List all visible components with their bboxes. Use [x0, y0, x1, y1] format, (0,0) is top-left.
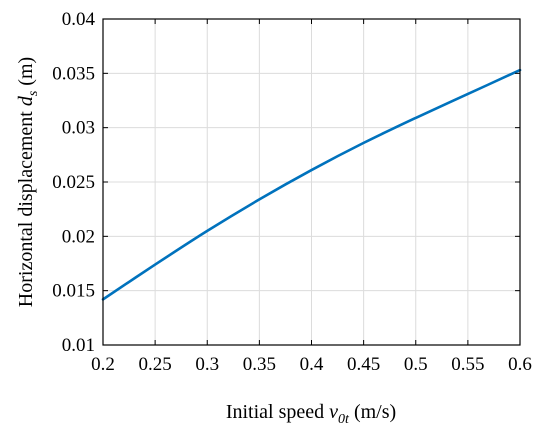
y-tick-label: 0.04	[62, 9, 96, 30]
x-tick-label: 0.2	[91, 354, 115, 375]
x-axis-label-suffix: (m/s)	[349, 401, 396, 423]
x-axis-label: Initial speed v0t (m/s)	[226, 401, 396, 427]
series-line	[101, 68, 522, 301]
y-tick-label: 0.01	[62, 335, 95, 356]
y-axis-label: Horizontal displacement ds (m)	[15, 57, 41, 307]
y-tick-label: 0.025	[52, 172, 95, 193]
series-layer	[101, 68, 522, 301]
x-tick-label: 0.35	[243, 354, 276, 375]
y-tick-label: 0.02	[62, 226, 95, 247]
x-tick-label: 0.5	[404, 354, 428, 375]
x-tick-label: 0.4	[300, 354, 324, 375]
y-tick-label: 0.015	[52, 281, 95, 302]
x-tick-label: 0.45	[347, 354, 380, 375]
y-axis-label-var: d	[15, 95, 37, 106]
y-axis-label-prefix: Horizontal displacement	[15, 106, 37, 307]
y-tick-label: 0.03	[62, 118, 95, 139]
grid	[102, 18, 521, 346]
x-tick-label: 0.25	[139, 354, 172, 375]
x-tick-label: 0.55	[451, 354, 484, 375]
x-tick-labels: 0.2 0.25 0.3 0.35 0.4 0.45 0.5 0.55 0.6	[91, 354, 532, 375]
x-axis-label-prefix: Initial speed	[226, 401, 329, 423]
y-tick-label: 0.035	[52, 63, 95, 84]
x-axis-label-var: v	[329, 401, 338, 423]
x-tick-label: 0.3	[195, 354, 219, 375]
y-axis-label-suffix: (m)	[15, 57, 37, 91]
y-tick-labels: 0.01 0.015 0.02 0.025 0.03 0.035 0.04	[52, 9, 95, 356]
x-axis-label-sub: 0t	[338, 412, 350, 427]
y-axis-label-sub: s	[26, 90, 41, 96]
ticks	[102, 18, 521, 346]
x-tick-label: 0.6	[508, 354, 532, 375]
